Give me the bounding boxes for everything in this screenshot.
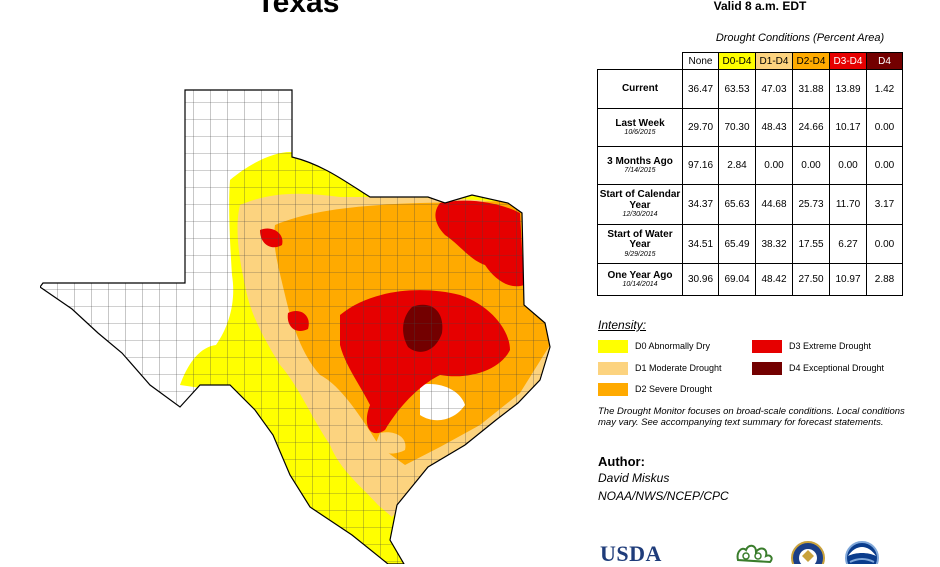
legend-label: D0 Abnormally Dry bbox=[635, 341, 711, 351]
author-name: David Miskus bbox=[598, 471, 670, 485]
table-row: 3 Months Ago 7/14/2015 97.16 2.84 0.00 0.… bbox=[597, 146, 903, 185]
usda-logo: USDA bbox=[600, 541, 662, 566]
legend-label: D3 Extreme Drought bbox=[789, 341, 872, 351]
valid-time: Valid 8 a.m. EDT bbox=[713, 0, 807, 13]
table-cell: 44.68 bbox=[755, 184, 793, 225]
table-cell: 3.17 bbox=[866, 184, 903, 225]
table-cell: 30.96 bbox=[682, 263, 719, 296]
table-row: Start of Water Year 9/29/2015 34.51 65.49… bbox=[597, 224, 903, 264]
table-cell: 0.00 bbox=[792, 146, 830, 185]
table-cell: 1.42 bbox=[866, 69, 903, 109]
table-cell: 69.04 bbox=[718, 263, 756, 296]
table-row: Start of Calendar Year 12/30/2014 34.37 6… bbox=[597, 184, 903, 225]
row-title: 3 Months Ago bbox=[607, 155, 673, 167]
texas-drought-map bbox=[40, 89, 551, 564]
row-label: Last Week 10/6/2015 bbox=[597, 108, 683, 147]
commerce-seal-icon bbox=[791, 541, 825, 564]
ndmc-logo-icon bbox=[736, 544, 773, 564]
table-row: Current 36.47 63.53 47.03 31.88 13.89 1.… bbox=[597, 69, 903, 109]
col-header-d4: D4 bbox=[866, 52, 903, 70]
table-cell: 17.55 bbox=[792, 224, 830, 264]
row-date: 9/29/2015 bbox=[624, 250, 656, 258]
table-cell: 11.70 bbox=[829, 184, 867, 225]
table-cell: 0.00 bbox=[829, 146, 867, 185]
row-date: 10/14/2014 bbox=[622, 281, 658, 289]
row-label: Current bbox=[597, 69, 683, 109]
table-cell: 97.16 bbox=[682, 146, 719, 185]
table-cell: 47.03 bbox=[755, 69, 793, 109]
drought-conditions-table: None D0-D4 D1-D4 D2-D4 D3-D4 D4 Current … bbox=[597, 52, 903, 296]
table-cell: 48.42 bbox=[755, 263, 793, 296]
row-title: Last Week bbox=[615, 117, 665, 129]
col-header-none: None bbox=[682, 52, 719, 70]
table-cell: 65.63 bbox=[718, 184, 756, 225]
table-cell: 38.32 bbox=[755, 224, 793, 264]
legend-label: D1 Moderate Drought bbox=[635, 363, 722, 373]
table-cell: 13.89 bbox=[829, 69, 867, 109]
table-cell: 0.00 bbox=[866, 146, 903, 185]
row-title: One Year Ago bbox=[607, 269, 673, 281]
table-cell: 10.97 bbox=[829, 263, 867, 296]
legend-swatch bbox=[598, 362, 628, 375]
table-cell: 2.84 bbox=[718, 146, 756, 185]
legend-label: D4 Exceptional Drought bbox=[789, 363, 885, 373]
row-date: 7/14/2015 bbox=[624, 167, 656, 175]
table-cell: 6.27 bbox=[829, 224, 867, 264]
table-cell: 0.00 bbox=[755, 146, 793, 185]
row-label: 3 Months Ago 7/14/2015 bbox=[597, 146, 683, 185]
header-blank-cell bbox=[598, 53, 683, 70]
legend-swatch bbox=[752, 340, 782, 353]
row-title: Current bbox=[621, 82, 659, 94]
table-row: Last Week 10/6/2015 29.70 70.30 48.43 24.… bbox=[597, 108, 903, 147]
table-cell: 10.17 bbox=[829, 108, 867, 147]
col-header-d1-d4: D1-D4 bbox=[755, 52, 793, 70]
table-cell: 29.70 bbox=[682, 108, 719, 147]
table-cell: 70.30 bbox=[718, 108, 756, 147]
monitor-note: The Drought Monitor focuses on broad-sca… bbox=[598, 406, 905, 429]
row-title: Start of Calendar Year bbox=[599, 189, 681, 211]
table-cell: 63.53 bbox=[718, 69, 756, 109]
row-date: 12/30/2014 bbox=[622, 211, 658, 219]
partner-logos bbox=[736, 541, 879, 564]
legend-swatch bbox=[598, 340, 628, 353]
legend-swatch bbox=[598, 383, 628, 396]
col-header-d3-d4: D3-D4 bbox=[829, 52, 867, 70]
table-cell: 0.00 bbox=[866, 224, 903, 264]
map-title: Texas bbox=[256, 0, 340, 19]
row-label: Start of Calendar Year 12/30/2014 bbox=[597, 184, 683, 225]
col-header-d2-d4: D2-D4 bbox=[792, 52, 830, 70]
row-date: 10/6/2015 bbox=[624, 129, 656, 137]
row-label: One Year Ago 10/14/2014 bbox=[597, 263, 683, 296]
author-heading: Author: bbox=[598, 454, 645, 469]
legend-heading: Intensity: bbox=[598, 318, 647, 332]
legend-swatch bbox=[752, 362, 782, 375]
noaa-logo-icon bbox=[845, 541, 879, 564]
table-cell: 34.51 bbox=[682, 224, 719, 264]
table-cell: 0.00 bbox=[866, 108, 903, 147]
table-caption: Drought Conditions (Percent Area) bbox=[715, 32, 885, 44]
table-cell: 48.43 bbox=[755, 108, 793, 147]
table-cell: 65.49 bbox=[718, 224, 756, 264]
legend-label: D2 Severe Drought bbox=[635, 384, 713, 394]
table-header-row: None D0-D4 D1-D4 D2-D4 D3-D4 D4 bbox=[598, 52, 903, 70]
table-row: One Year Ago 10/14/2014 30.96 69.04 48.42… bbox=[597, 263, 903, 296]
table-cell: 27.50 bbox=[792, 263, 830, 296]
table-cell: 34.37 bbox=[682, 184, 719, 225]
table-cell: 24.66 bbox=[792, 108, 830, 147]
table-cell: 31.88 bbox=[792, 69, 830, 109]
table-cell: 25.73 bbox=[792, 184, 830, 225]
table-cell: 2.88 bbox=[866, 263, 903, 296]
row-title: Start of Water Year bbox=[607, 228, 673, 251]
table-cell: 36.47 bbox=[682, 69, 719, 109]
row-label: Start of Water Year 9/29/2015 bbox=[597, 224, 683, 264]
col-header-d0-d4: D0-D4 bbox=[718, 52, 756, 70]
author-org: NOAA/NWS/NCEP/CPC bbox=[598, 489, 729, 503]
